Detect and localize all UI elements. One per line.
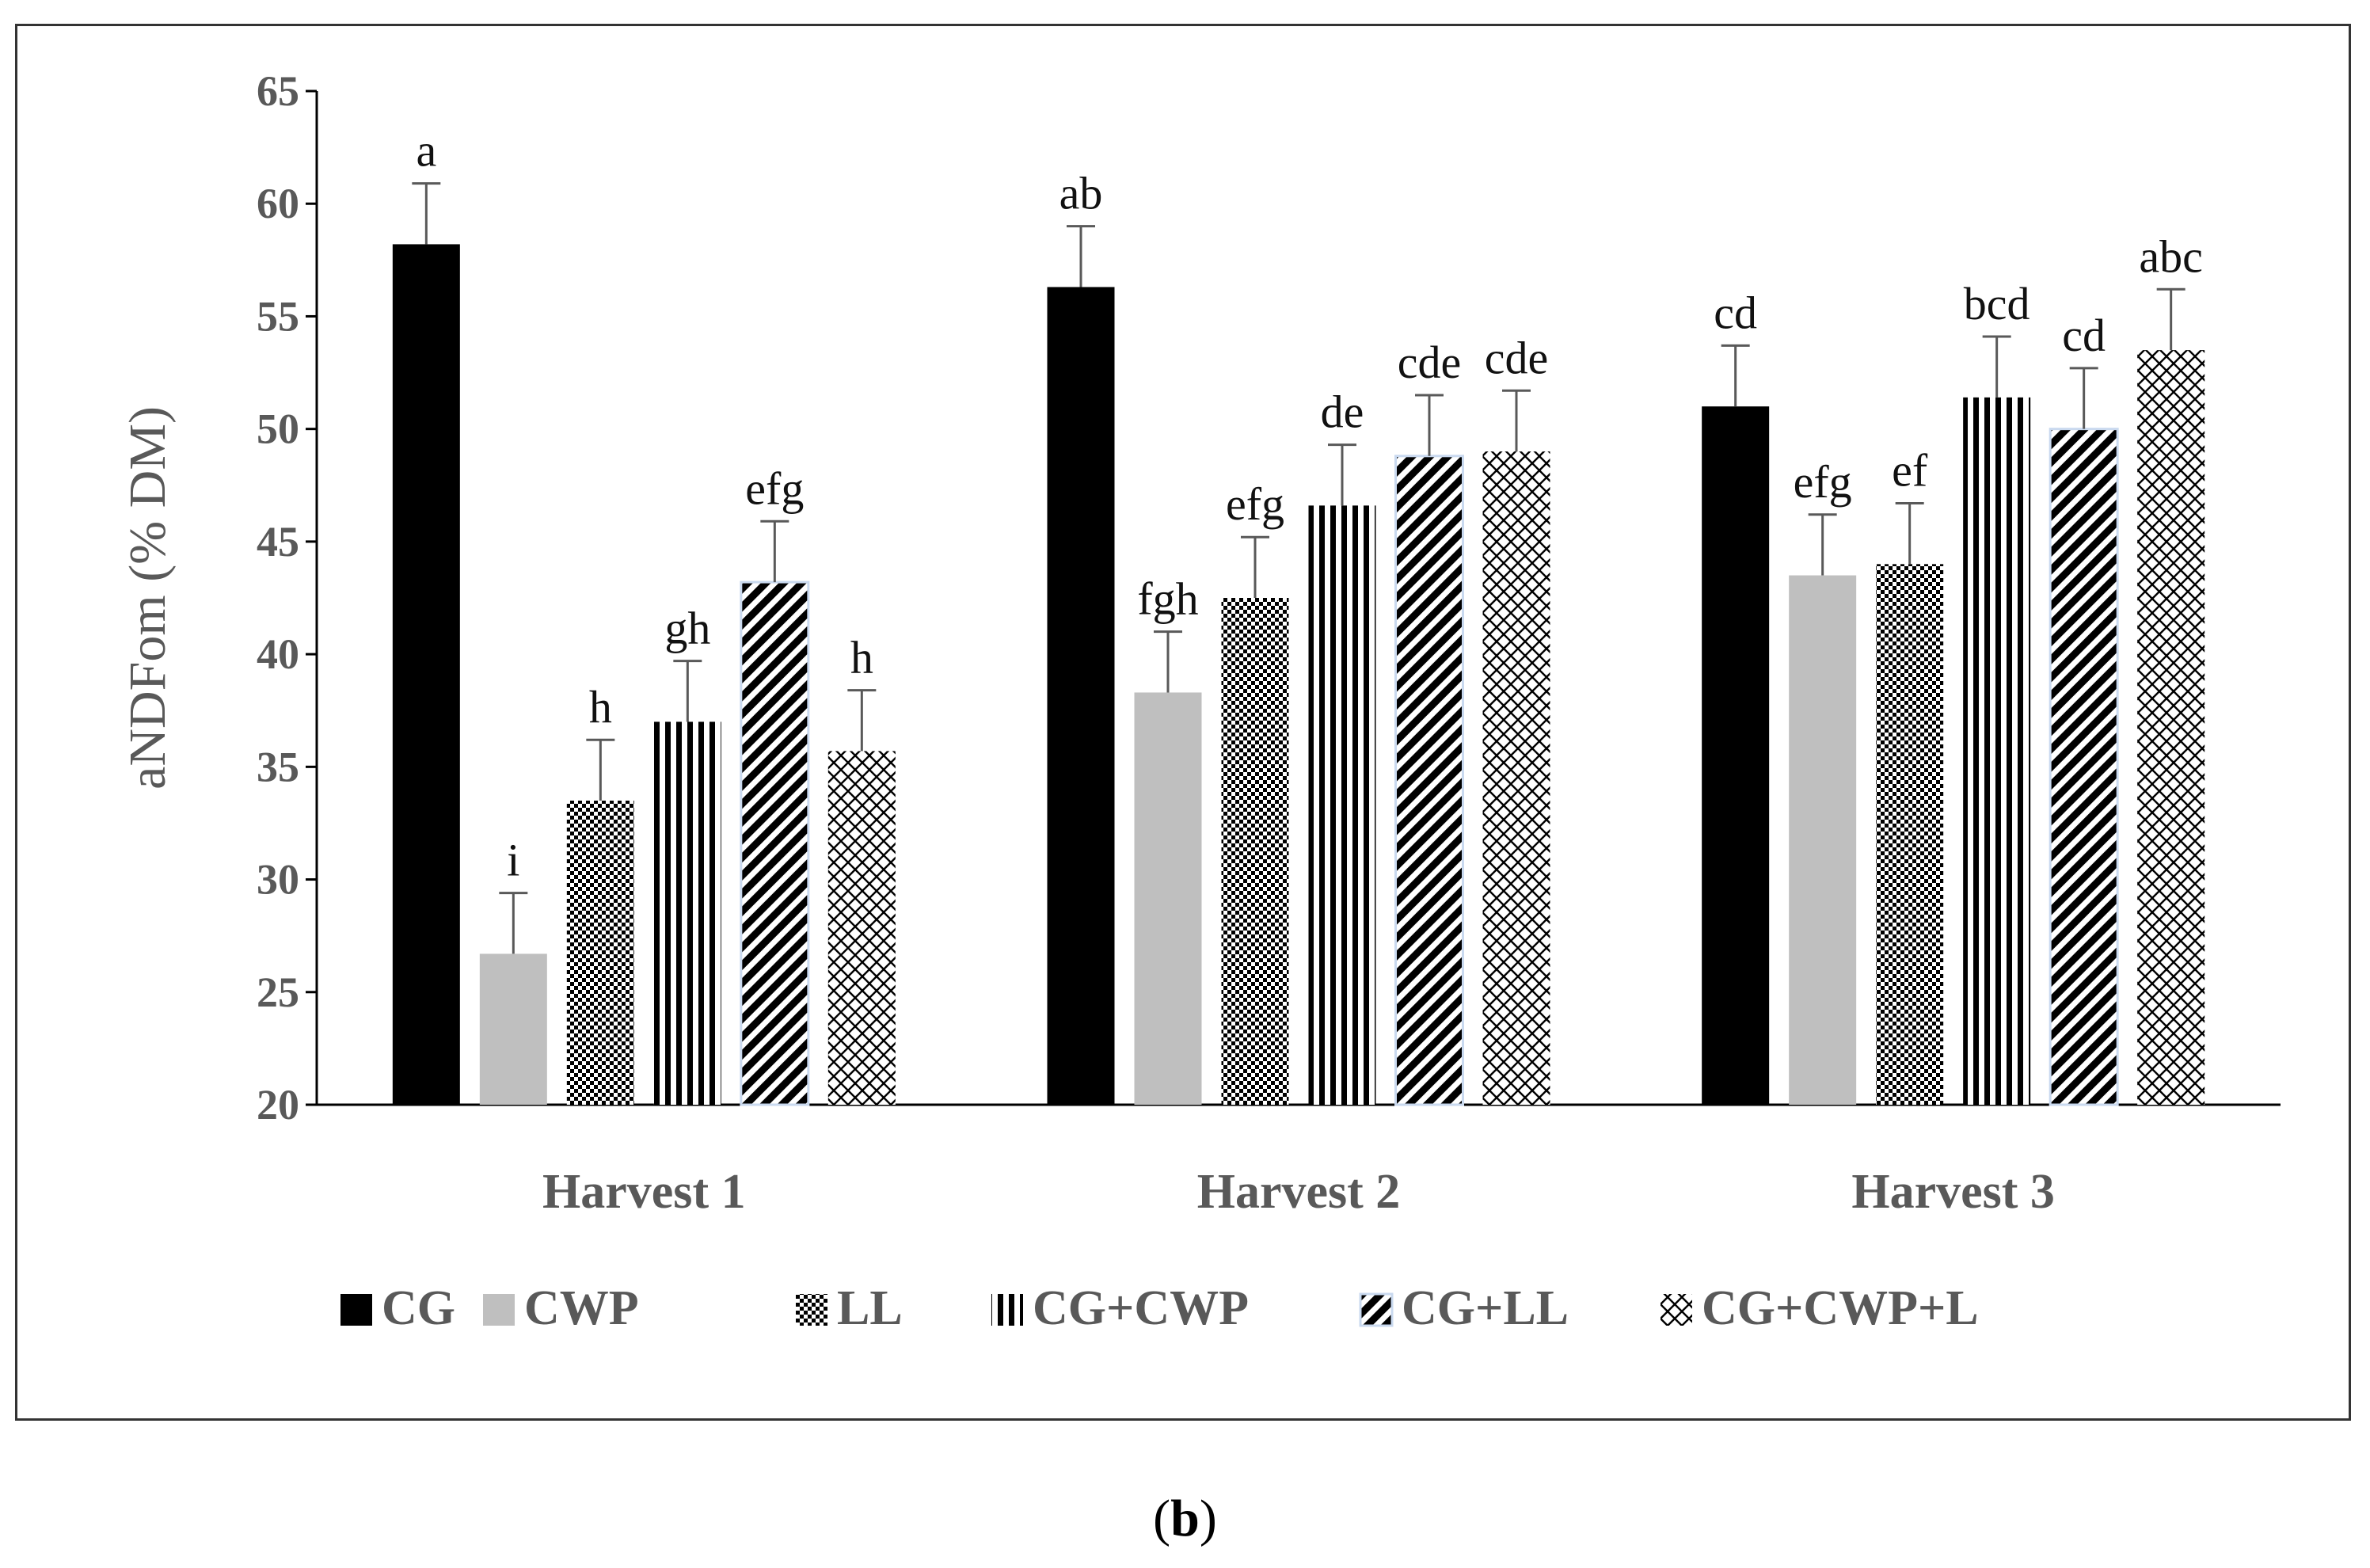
bar-cwp-2 [1134, 692, 1202, 1105]
panel-label-letter: b [1170, 1490, 1200, 1547]
significance-letter: de [1321, 386, 1364, 438]
bar-cg-1 [392, 244, 460, 1105]
significance-letter: ab [1059, 168, 1103, 219]
legend-label: CWP [524, 1281, 639, 1335]
legend-label: LL [837, 1281, 903, 1335]
y-tick-label: 30 [257, 856, 299, 904]
legend: CG CWP LL CG+CWP CG+LL CG+CWP+L [340, 1281, 1979, 1335]
bar-cwp-3 [1789, 575, 1857, 1105]
y-tick-label: 20 [257, 1081, 299, 1128]
bars-group [392, 182, 2205, 1106]
significance-letter: ef [1892, 445, 1928, 497]
chart: 20 25 30 35 40 45 50 55 60 65 aNDFom (% DM) Harvest… [119, 67, 2281, 1335]
significance-letter: h [589, 681, 612, 733]
significance-letter: efg [1794, 456, 1852, 508]
legend-label: CG [382, 1281, 455, 1335]
axes-group: 20 25 30 35 40 45 50 55 60 65 aNDFom (% DM) Harvest… [119, 67, 2281, 1219]
significance-letter: a [416, 125, 436, 177]
x-tick-label: Harvest 3 [1851, 1165, 2055, 1219]
bar-cg-cwp-l-1 [827, 751, 896, 1105]
panel-label-close: ) [1199, 1490, 1217, 1547]
significance-letter: cd [1714, 287, 1757, 338]
significance-letter: efg [745, 462, 804, 514]
significance-letter: bcd [1964, 278, 2030, 329]
significance-letter: fgh [1137, 573, 1198, 625]
legend-swatch [340, 1294, 372, 1326]
y-tick-label: 45 [257, 518, 299, 565]
bar-cg-cwp-3 [1963, 397, 2031, 1105]
bar-cg-cwp-2 [1308, 505, 1376, 1105]
significance-letter: cde [1398, 337, 1462, 388]
y-axis-title: aNDFom (% DM) [119, 406, 177, 790]
panel-label: (b) [0, 1489, 2370, 1549]
significance-letter: abc [2139, 230, 2203, 282]
legend-swatch [483, 1294, 515, 1326]
y-tick-label: 25 [257, 969, 299, 1016]
significance-letter: i [507, 835, 519, 886]
legend-swatch [991, 1294, 1023, 1326]
bar-cg-ll-1 [740, 580, 810, 1106]
bar-cg-3 [1702, 406, 1770, 1105]
y-tick-label: 50 [257, 405, 299, 453]
bar-cg-ll-2 [1394, 455, 1464, 1106]
bar-cg-cwp-l-2 [1482, 451, 1550, 1105]
bar-ll-1 [566, 801, 634, 1105]
significance-letter: cde [1485, 332, 1549, 383]
bar-ll-2 [1221, 598, 1289, 1105]
bar-cg-2 [1047, 287, 1115, 1105]
legend-swatch [796, 1294, 827, 1326]
bar-cwp-1 [479, 953, 547, 1105]
significance-letter: h [850, 632, 873, 683]
y-tick-label: 40 [257, 630, 299, 678]
legend-swatch [1359, 1292, 1394, 1327]
chart-frame [15, 24, 2351, 1421]
bar-cg-cwp-l-3 [2137, 350, 2205, 1106]
bar-cg-cwp-1 [653, 721, 721, 1105]
significance-letter: gh [664, 603, 710, 654]
legend-label: CG+CWP [1033, 1281, 1249, 1335]
y-tick-label: 35 [257, 743, 299, 790]
bar-ll-3 [1876, 564, 1944, 1105]
y-tick-label: 60 [257, 180, 299, 227]
legend-swatch [1661, 1294, 1692, 1326]
x-tick-label: Harvest 2 [1197, 1165, 1401, 1219]
legend-label: CG+LL [1402, 1281, 1569, 1335]
legend-label: CG+CWP+L [1702, 1281, 1979, 1335]
panel-label-open: ( [1153, 1490, 1171, 1547]
bar-cg-ll-3 [2049, 428, 2119, 1106]
y-tick-label: 55 [257, 292, 299, 340]
y-tick-label: 65 [257, 67, 299, 115]
significance-letter: efg [1226, 478, 1284, 530]
significance-letter: cd [2062, 310, 2106, 361]
x-tick-label: Harvest 1 [542, 1165, 746, 1219]
